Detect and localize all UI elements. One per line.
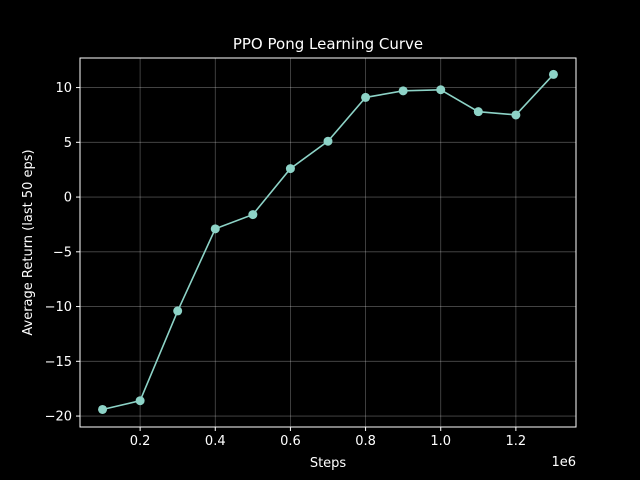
data-point	[398, 86, 408, 96]
data-point	[135, 396, 145, 406]
y-ticks: −20 −15 −10 −5 0 5 10	[45, 81, 80, 425]
data-point	[248, 210, 258, 220]
data-point	[361, 92, 371, 102]
y-axis-label: Average Return (last 50 eps)	[21, 149, 36, 335]
data-point	[548, 69, 558, 79]
y-tick-label: −20	[45, 410, 72, 425]
x-tick-label: 1.0	[430, 434, 451, 449]
x-tick-label: 0.6	[280, 434, 301, 449]
y-tick-label: −15	[45, 355, 72, 370]
y-tick-label: 10	[55, 81, 72, 96]
data-point	[285, 164, 295, 174]
y-tick-label: −5	[53, 245, 72, 260]
y-tick-label: −10	[45, 300, 72, 315]
data-point	[98, 404, 108, 414]
x-axis-label: Steps	[310, 456, 347, 471]
y-tick-label: 5	[64, 136, 72, 151]
x-ticks: 0.2 0.4 0.6 0.8 1.0 1.2	[130, 427, 526, 449]
grid	[80, 58, 576, 427]
series-line-group	[98, 69, 558, 414]
plot-frame	[79, 57, 577, 428]
y-tick-label: 0	[64, 191, 72, 206]
x-tick-label: 0.4	[205, 434, 226, 449]
x-axis-offset-label: 1e6	[551, 455, 576, 470]
x-tick-label: 0.2	[130, 434, 151, 449]
chart-title: PPO Pong Learning Curve	[233, 35, 423, 53]
x-tick-label: 1.2	[506, 434, 527, 449]
data-point	[210, 224, 220, 234]
data-point	[173, 306, 183, 316]
data-point	[436, 85, 446, 95]
data-point	[323, 136, 333, 146]
data-point	[511, 110, 521, 120]
x-tick-label: 0.8	[355, 434, 376, 449]
data-point	[473, 107, 483, 117]
